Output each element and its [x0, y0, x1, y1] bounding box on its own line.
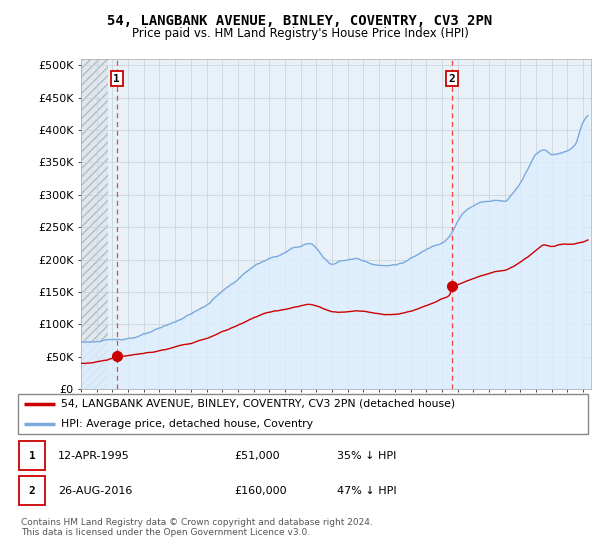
- Text: 1: 1: [113, 73, 120, 83]
- Text: 54, LANGBANK AVENUE, BINLEY, COVENTRY, CV3 2PN (detached house): 54, LANGBANK AVENUE, BINLEY, COVENTRY, C…: [61, 399, 455, 409]
- Text: 2: 2: [29, 486, 35, 496]
- Bar: [19, 476, 45, 505]
- Text: 26-AUG-2016: 26-AUG-2016: [58, 486, 132, 496]
- Text: £160,000: £160,000: [235, 486, 287, 496]
- Text: 2: 2: [449, 73, 455, 83]
- Text: HPI: Average price, detached house, Coventry: HPI: Average price, detached house, Cove…: [61, 419, 313, 429]
- Text: 54, LANGBANK AVENUE, BINLEY, COVENTRY, CV3 2PN: 54, LANGBANK AVENUE, BINLEY, COVENTRY, C…: [107, 14, 493, 28]
- Text: 1: 1: [29, 451, 35, 461]
- Text: Contains HM Land Registry data © Crown copyright and database right 2024.
This d: Contains HM Land Registry data © Crown c…: [21, 518, 373, 538]
- Bar: [19, 441, 45, 470]
- Text: 35% ↓ HPI: 35% ↓ HPI: [337, 451, 397, 461]
- Text: 47% ↓ HPI: 47% ↓ HPI: [337, 486, 397, 496]
- Text: £51,000: £51,000: [235, 451, 280, 461]
- Text: Price paid vs. HM Land Registry's House Price Index (HPI): Price paid vs. HM Land Registry's House …: [131, 27, 469, 40]
- Text: 12-APR-1995: 12-APR-1995: [58, 451, 130, 461]
